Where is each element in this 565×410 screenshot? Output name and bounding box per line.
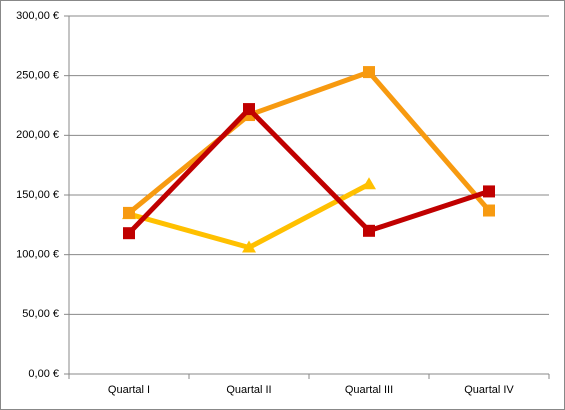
marker — [483, 204, 495, 217]
y-tick-label: 150,00 € — [16, 189, 59, 201]
y-tick-label: 50,00 € — [22, 308, 59, 320]
y-tick-label: 0,00 € — [28, 368, 59, 380]
marker — [242, 240, 256, 253]
marker — [362, 177, 376, 190]
series-line — [127, 106, 490, 235]
series-line — [127, 69, 491, 215]
marker — [363, 66, 375, 79]
marker — [483, 185, 495, 198]
y-tick-label: 300,00 € — [16, 10, 59, 22]
y-tick-label: 100,00 € — [16, 249, 59, 261]
marker — [123, 227, 135, 240]
x-tick-label: Quartal I — [108, 384, 150, 396]
marker — [243, 103, 255, 116]
x-tick-label: Quartal II — [226, 384, 271, 396]
x-tick-label: Quartal IV — [464, 384, 514, 396]
y-tick-label: 200,00 € — [16, 129, 59, 141]
x-tick-label: Quartal III — [345, 384, 393, 396]
marker — [123, 206, 135, 219]
y-tick-label: 250,00 € — [16, 70, 59, 82]
marker — [363, 224, 375, 237]
